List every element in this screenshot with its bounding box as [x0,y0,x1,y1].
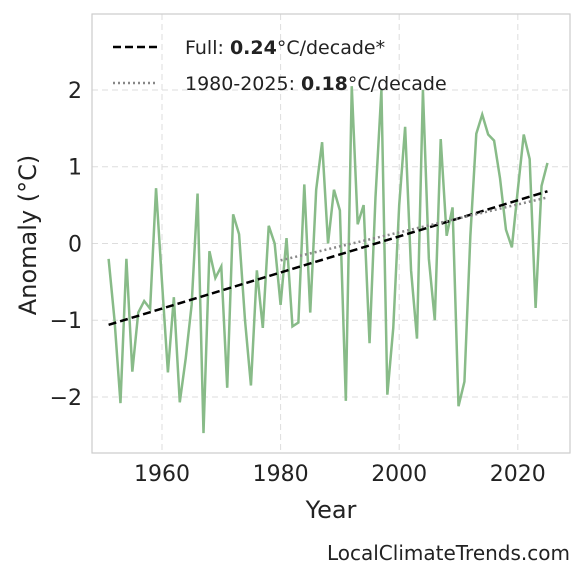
trend-line [280,196,548,262]
legend-label: 1980-2025: 0.18°C/decade [185,73,447,95]
y-tick-label: −1 [50,309,82,334]
trend-line [108,190,548,327]
x-axis-label: Year [305,496,357,524]
y-tick-label: 0 [68,232,82,257]
y-tick-label: 1 [68,156,82,181]
source-label: LocalClimateTrends.com [327,541,570,565]
y-tick-label: 2 [68,79,82,104]
x-tick-label: 2020 [490,462,546,487]
y-tick-label: −2 [50,386,82,411]
x-tick-label: 2000 [371,462,427,487]
x-tick-label: 1960 [134,462,190,487]
y-axis-label: Anomaly (°C) [14,155,42,315]
plot-frame [91,13,571,454]
data-line [107,86,549,434]
legend-label: Full: 0.24°C/decade* [185,37,385,59]
x-tick-label: 1980 [253,462,309,487]
